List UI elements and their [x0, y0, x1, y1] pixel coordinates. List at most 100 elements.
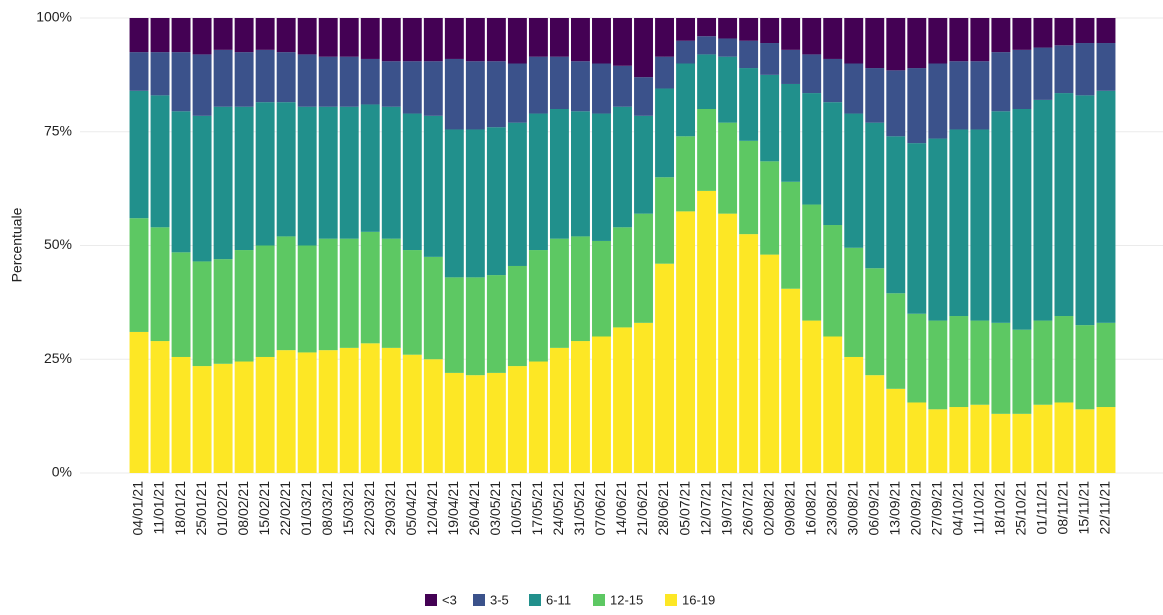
bar-segment — [444, 58, 464, 130]
bar-segment — [613, 227, 632, 328]
bar-segment — [991, 413, 1011, 473]
bar-segment — [655, 263, 675, 473]
bar-segment — [486, 275, 506, 373]
bar-segment — [739, 234, 759, 473]
bar-segment — [676, 136, 696, 212]
bar-segment — [549, 18, 569, 57]
bar-segment — [339, 18, 359, 57]
x-tick-label: 22/02/21 — [277, 481, 293, 536]
bar-segment — [760, 18, 780, 44]
bar-segment — [886, 136, 906, 294]
bar-segment — [739, 18, 759, 41]
bar-segment — [991, 111, 1011, 323]
x-tick-label: 01/03/21 — [298, 481, 314, 536]
bar-segment — [255, 356, 275, 473]
bar-segment — [865, 122, 885, 269]
x-tick-label: 20/09/21 — [908, 481, 924, 536]
bar-segment — [802, 204, 822, 321]
bar-segment — [802, 93, 822, 205]
bar-segment — [886, 18, 906, 71]
bar-segment — [718, 122, 738, 214]
bar-segment — [192, 115, 212, 262]
bar-segment — [760, 74, 780, 162]
bar-segment — [739, 68, 759, 141]
bar-segment — [697, 190, 717, 473]
bar-segment — [697, 109, 717, 191]
x-tick-label: 30/08/21 — [844, 481, 860, 536]
bar-segment — [255, 245, 275, 357]
x-tick-label: 12/04/21 — [424, 481, 440, 536]
bar-segment — [423, 61, 443, 116]
x-tick-label: 07/06/21 — [592, 481, 608, 536]
bar-segment — [1075, 18, 1095, 44]
bar-segment — [276, 236, 296, 351]
x-tick-label: 16/08/21 — [802, 481, 818, 536]
y-tick-label: 50% — [44, 236, 72, 252]
bar-segment — [339, 106, 359, 239]
bar-segment — [129, 18, 149, 53]
bar-segment — [570, 111, 590, 237]
bar-segment — [255, 49, 275, 103]
x-tick-label: 19/04/21 — [445, 481, 461, 536]
bar-segment — [823, 18, 843, 59]
bar-segment — [592, 336, 611, 473]
bar-segment — [318, 350, 338, 473]
bar-segment — [213, 363, 233, 473]
bar-segment — [802, 54, 822, 94]
bar-segment — [318, 238, 338, 351]
x-tick-label: 01/02/21 — [214, 481, 230, 536]
bar-segment — [970, 61, 990, 130]
bar-segment — [865, 268, 885, 376]
x-tick-label: 22/03/21 — [361, 481, 377, 536]
bar-segment — [1096, 407, 1116, 473]
bar-segment — [297, 352, 317, 473]
bar-segment — [718, 38, 738, 57]
bar-segment — [781, 83, 801, 182]
bar-segment — [760, 254, 780, 473]
bar-segment — [928, 409, 948, 473]
x-tick-label: 19/07/21 — [718, 481, 734, 536]
bar-segment — [129, 331, 149, 473]
legend-swatch — [665, 594, 677, 606]
bar-segment — [1054, 45, 1074, 94]
bar-segment — [507, 122, 527, 266]
bar-segment — [949, 18, 969, 62]
bar-segment — [949, 407, 969, 473]
bar-segment — [234, 250, 254, 362]
bar-segment — [549, 56, 569, 109]
x-tick-label: 04/01/21 — [130, 481, 146, 536]
x-tick-label: 06/09/21 — [865, 481, 881, 536]
bar-segment — [549, 109, 569, 239]
x-tick-label: 11/10/21 — [971, 481, 987, 535]
bar-segment — [1096, 322, 1116, 408]
bar-segment — [255, 18, 275, 50]
bar-segment — [360, 58, 380, 105]
x-tick-label: 24/05/21 — [550, 481, 566, 536]
bar-segment — [592, 18, 611, 64]
bar-segment — [970, 129, 990, 321]
bar-segment — [865, 375, 885, 473]
bar-segment — [1054, 93, 1074, 317]
bar-segment — [150, 18, 170, 53]
bar-segment — [528, 250, 548, 362]
x-tick-label: 21/06/21 — [634, 481, 650, 536]
bar-segment — [1054, 316, 1074, 403]
x-tick-label: 14/06/21 — [613, 481, 629, 536]
bar-segment — [549, 238, 569, 348]
bar-segment — [297, 245, 317, 353]
bar-segment — [339, 347, 359, 473]
x-tick-label: 22/11/21 — [1097, 481, 1113, 535]
bar-segment — [697, 18, 717, 37]
bar-segment — [844, 247, 864, 357]
bar-segment — [928, 320, 948, 410]
bar-segment — [213, 49, 233, 107]
bar-segment — [886, 293, 906, 389]
x-tick-label: 08/11/21 — [1055, 481, 1071, 535]
bar-segment — [991, 18, 1011, 53]
bar-segment — [444, 277, 464, 373]
bar-segment — [697, 36, 717, 55]
x-tick-label: 18/10/21 — [992, 481, 1008, 536]
bar-segment — [297, 106, 317, 246]
x-tick-label: 02/08/21 — [760, 481, 776, 536]
